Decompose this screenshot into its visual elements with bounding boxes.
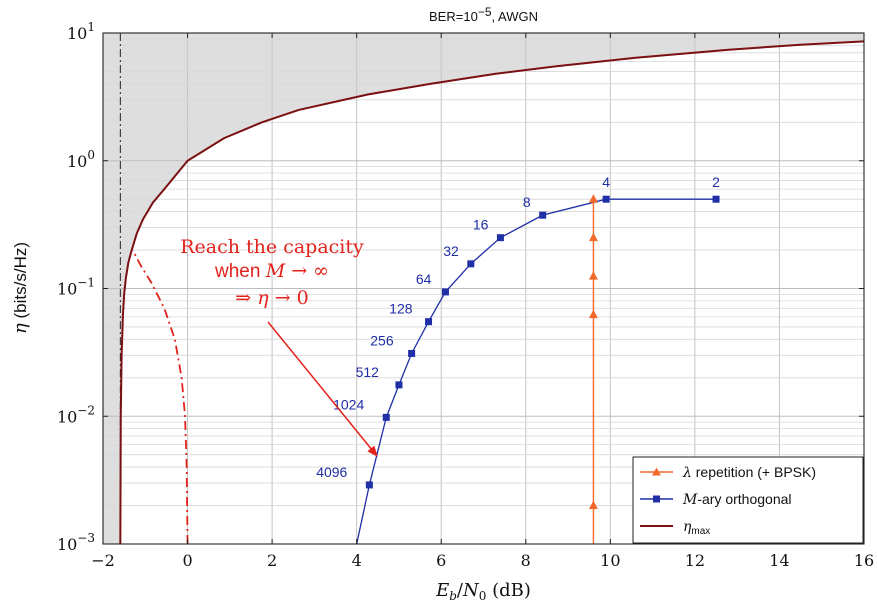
repetition-point (588, 232, 598, 242)
annotation-line-2: when M → ∞ (214, 260, 329, 282)
orthogonal-point-label: 16 (473, 217, 489, 233)
annotation-arrow (267, 321, 373, 451)
legend-entry-repetition: λ repetition (+ BPSK) (640, 464, 816, 481)
repetition-point (588, 500, 598, 510)
orthogonal-point-label: 4 (602, 174, 610, 190)
orthogonal-point (382, 413, 390, 421)
repetition-point (588, 194, 598, 203)
legend-entry-orthogonal: M-ary orthogonal (640, 491, 792, 508)
orthogonal-point (441, 288, 449, 296)
axis-ticks: −2 0 2 4 6 8 10 12 14 16 10−3 10−2 10−1 100 101 (57, 20, 874, 570)
orthogonal-point (496, 234, 504, 242)
orthogonal-point (712, 195, 720, 203)
x-tick-label: 12 (685, 551, 705, 570)
x-tick-label: 6 (436, 551, 446, 570)
orthogonal-point-label: 128 (389, 301, 413, 317)
legend-label-orthogonal: M-ary orthogonal (682, 491, 792, 508)
x-tick-label: 4 (352, 551, 362, 570)
orthogonal-point-label: 256 (370, 332, 394, 348)
y-axis-label: η (bits/s/Hz) (10, 242, 31, 334)
y-tick-label: 101 (67, 20, 95, 43)
annotation-arrowhead (367, 445, 378, 457)
orthogonal-point-label: 64 (416, 271, 432, 287)
annotation-line-3: ⇒ η → 0 (235, 287, 308, 309)
orthogonal-point-label: 4096 (316, 464, 347, 480)
legend-label-capacity: ηmax (683, 519, 710, 537)
orthogonal-point (408, 349, 416, 357)
legend-triangle-marker (652, 467, 661, 476)
y-tick-label: 10−1 (57, 276, 95, 299)
legend-square-marker (653, 495, 660, 503)
series-capacity-line (119, 40, 865, 545)
y-tick-label: 10−2 (57, 403, 95, 426)
x-tick-label: 10 (600, 551, 620, 570)
orthogonal-point (365, 481, 373, 489)
y-tick-label: 100 (67, 148, 95, 171)
repetition-point (588, 271, 598, 280)
annotation-line-1: Reach the capacity (180, 236, 364, 258)
y-tick-label: 10−3 (57, 531, 95, 554)
orthogonal-point (539, 211, 547, 219)
orthogonal-point-label: 512 (356, 364, 380, 380)
annotation: Reach the capacity when M → ∞ ⇒ η → 0 (180, 236, 378, 457)
orthogonal-point-label: 32 (443, 243, 459, 259)
orthogonal-point (467, 260, 475, 268)
orthogonal-point (602, 195, 610, 203)
x-tick-label: 16 (854, 551, 874, 570)
x-tick-label: −2 (91, 551, 115, 570)
legend-entry-capacity: ηmax (640, 519, 710, 537)
orthogonal-point-label: 8 (523, 194, 531, 210)
x-tick-label: 0 (182, 551, 192, 570)
chart-title: BER=10−5, AWGN (429, 5, 538, 24)
orthogonal-point (425, 318, 433, 326)
x-tick-label: 14 (769, 551, 789, 570)
repetition-point (588, 309, 598, 319)
orthogonal-point (395, 381, 403, 389)
x-tick-label: 8 (521, 551, 531, 570)
x-axis-label: Eb/N0 (dB) (435, 580, 531, 603)
legend: λ repetition (+ BPSK) M-ary orthogonal η… (632, 456, 864, 544)
legend-label-repetition: λ repetition (+ BPSK) (682, 464, 816, 481)
x-tick-label: 2 (267, 551, 277, 570)
orthogonal-point-label: 2 (712, 174, 720, 190)
orthogonal-point-label: 1024 (333, 396, 364, 412)
limit-curve-dashdot (131, 249, 189, 545)
